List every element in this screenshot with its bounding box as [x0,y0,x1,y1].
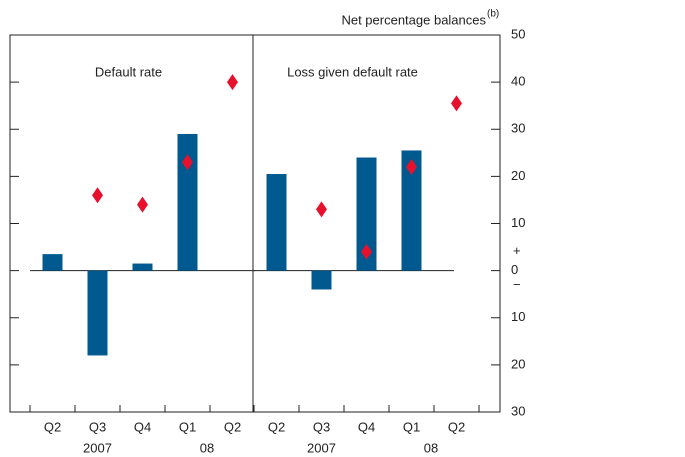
x-tick-label: Q2 [44,419,61,434]
x-group-label: 2007 [307,440,336,455]
sign-label: + [513,243,521,258]
bar [132,263,153,271]
diamond-marker [137,196,148,213]
y-tick-label: 10 [511,309,525,324]
bar [356,157,377,271]
y-axis-label: Net percentage balances [341,12,486,27]
y-tick-label: 0 [511,262,518,277]
x-tick-label: Q3 [313,419,330,434]
x-tick-label: Q2 [448,419,465,434]
y-tick-label: 40 [511,74,525,89]
x-tick-label: Q4 [358,419,375,434]
panel-title: Loss given default rate [287,64,418,79]
x-group-label: 2007 [83,440,112,455]
y-tick-label: 20 [511,168,525,183]
bar [87,270,108,356]
bar [401,150,422,271]
diamond-marker [406,158,417,175]
y-tick-label: 10 [511,215,525,230]
plot-frame [9,34,501,413]
x-tick-label: Q2 [268,419,285,434]
bar [42,254,63,271]
bar [311,270,332,290]
diamond-marker [361,243,372,260]
y-tick-label: 30 [511,403,525,418]
diamond-marker [227,74,238,91]
x-group-label: 08 [200,440,214,455]
diamond-marker [92,187,103,204]
sign-label: − [513,277,521,292]
y-tick-label: 20 [511,356,525,371]
x-tick-label: Q3 [89,419,106,434]
y-axis-label-note: (b) [487,9,499,20]
y-tick-label: 50 [511,26,525,41]
x-tick-label: Q1 [179,419,196,434]
diamond-marker [182,154,193,171]
x-tick-label: Q2 [224,419,241,434]
diamond-marker [451,95,462,112]
bar [266,174,287,271]
x-group-label: 08 [424,440,438,455]
bar [177,133,198,271]
y-tick-label: 30 [511,121,525,136]
x-tick-label: Q1 [403,419,420,434]
x-tick-label: Q4 [134,419,151,434]
panel-title: Default rate [95,64,162,79]
diamond-marker [316,201,327,218]
